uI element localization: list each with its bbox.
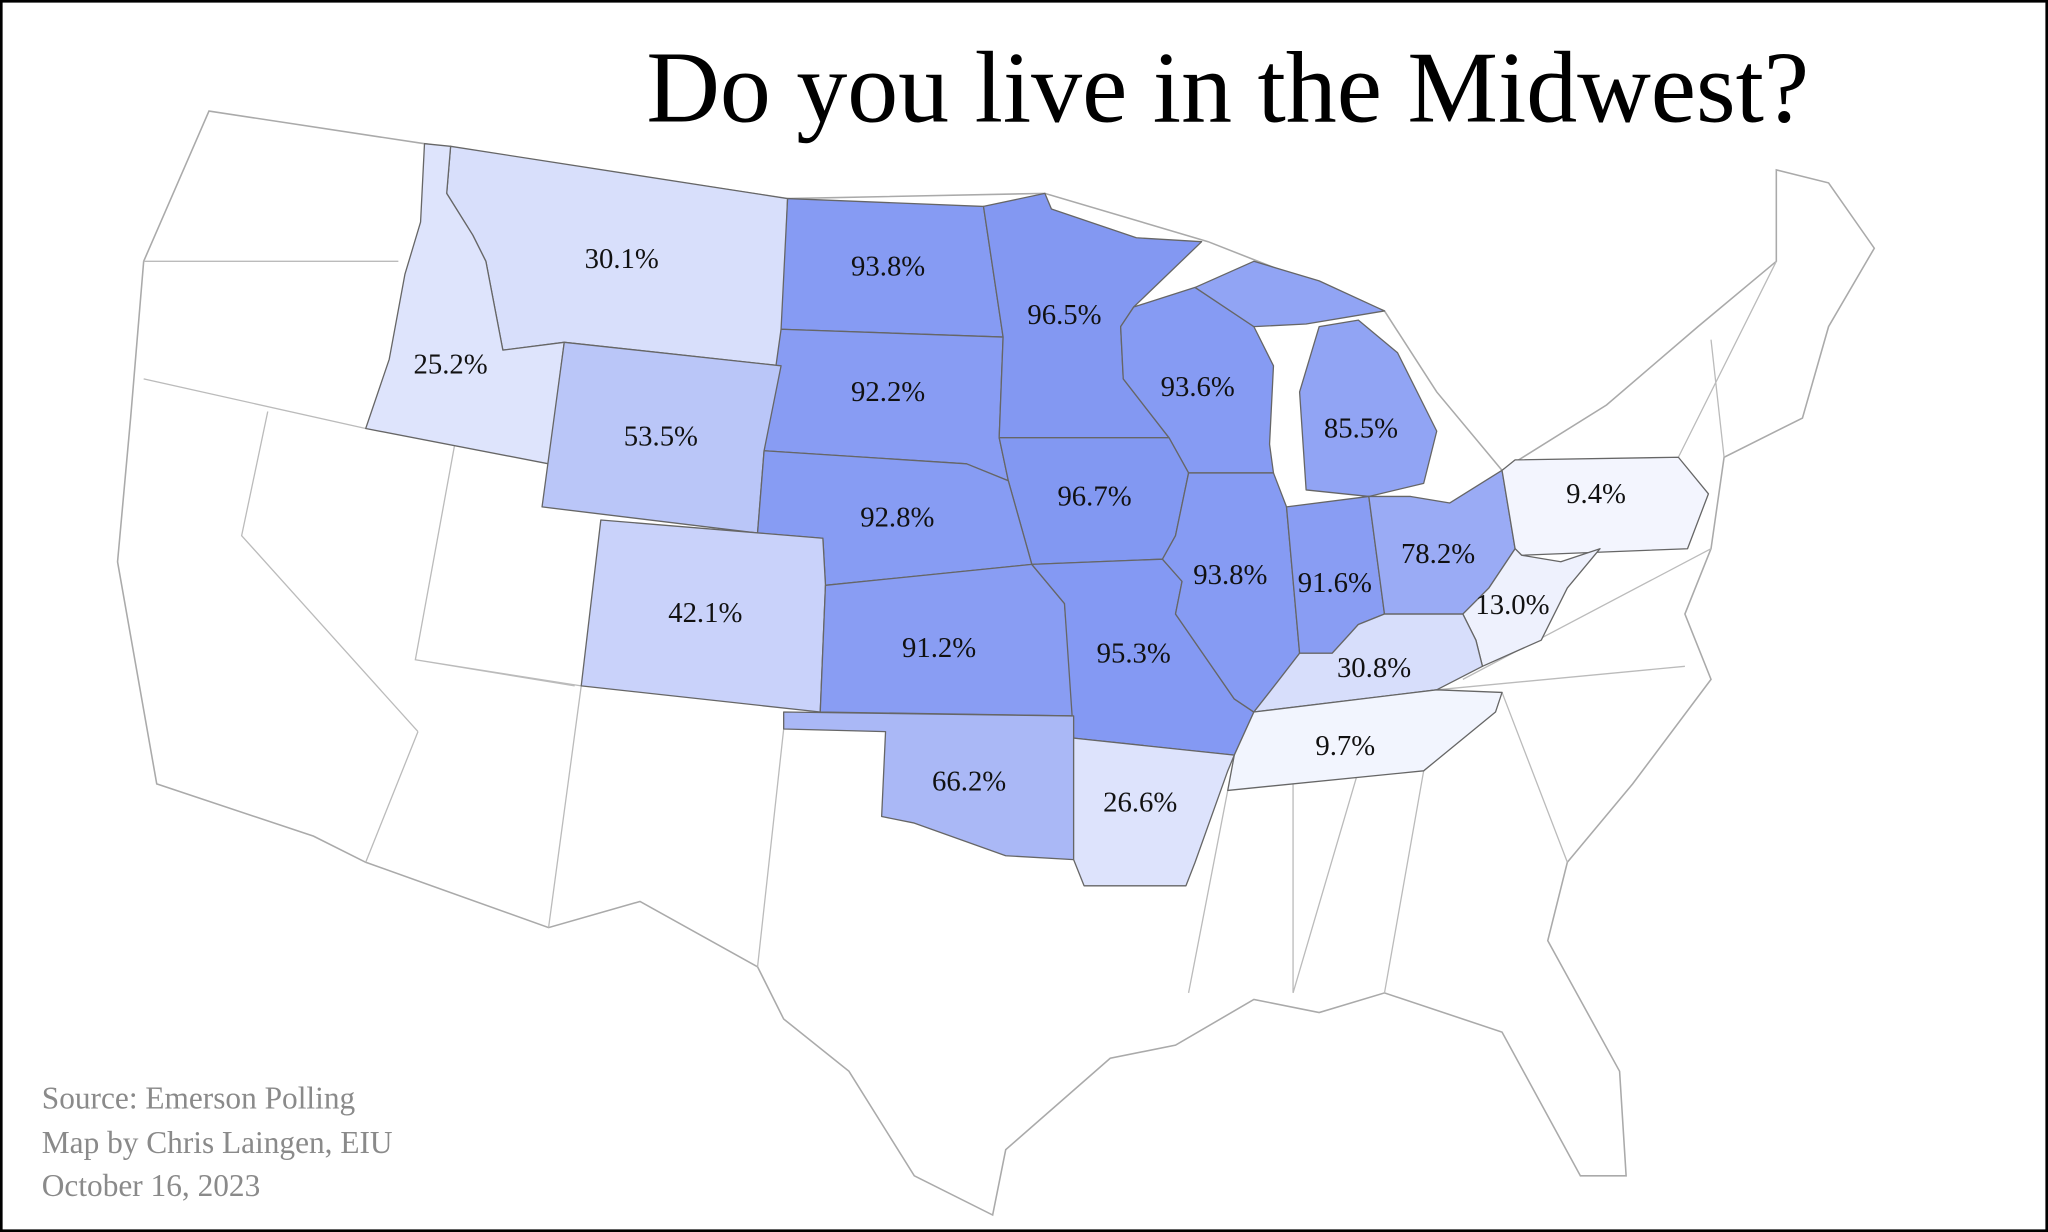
credit-note: Map by Chris Laingen, EIU [42,1125,393,1160]
state-region [1253,613,1484,713]
value-label: 85.5% [1324,413,1398,445]
date-note: October 16, 2023 [42,1168,260,1203]
state-borders [143,260,1777,994]
value-label: 66.2% [932,765,1006,797]
state-region [1072,737,1235,887]
value-label: 95.3% [1097,637,1171,669]
value-label: 30.8% [1337,652,1411,684]
value-label: 25.2% [414,349,488,381]
value-label: 53.5% [624,421,698,453]
value-label: 91.6% [1298,567,1372,599]
value-label: 92.2% [851,376,925,408]
value-label: 96.7% [1057,481,1131,513]
value-label: 91.2% [902,632,976,664]
state-region [1227,689,1503,792]
value-label: 96.5% [1027,299,1101,331]
value-label: 92.8% [860,502,934,534]
value-label: 9.4% [1566,478,1626,510]
title: Do you live in the Midwest? [646,31,1809,144]
value-label: 30.1% [585,243,659,275]
states: 30.1% 25.2% 93.8% 92.2% 53.5% 96.5% 93.6% 85.5%… [365,143,1710,887]
value-label: 42.1% [668,597,742,629]
state-region [1194,260,1438,498]
value-label: 93.8% [851,251,925,283]
source-note: Source: Emerson Polling [42,1081,356,1116]
value-label: 26.6% [1103,786,1177,818]
state-region [1161,472,1301,713]
value-label: 93.6% [1161,371,1235,403]
value-label: 93.8% [1193,559,1267,591]
value-label: 9.7% [1315,730,1375,762]
value-label: 78.2% [1401,538,1475,570]
value-label: 13.0% [1475,589,1549,621]
